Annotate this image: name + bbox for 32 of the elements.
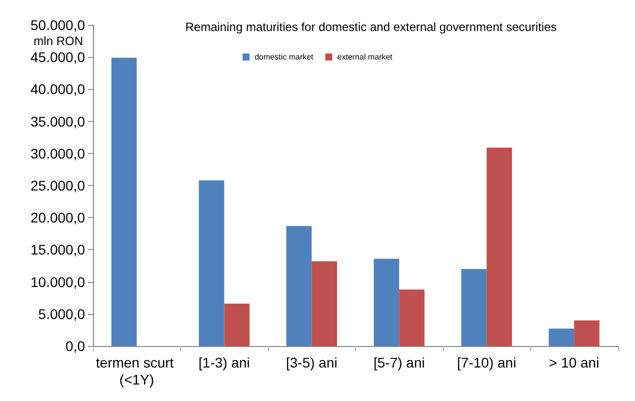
chart-title: Remaining maturities for domestic and external government securities [185,20,557,34]
y-axis-title: mln RON [34,34,83,48]
bar [486,148,512,346]
legend-label: external market [337,52,394,62]
x-tick-label: [7-10) ani [457,354,516,370]
y-tick-label: 0,0 [66,338,86,354]
y-tick-label: 5.000,0 [38,306,86,322]
y-tick-label: 35.000,0 [30,113,86,130]
x-tick-label: [3-5) ani [286,354,338,370]
y-tick-label: 15.000,0 [30,242,86,258]
y-tick-label: 40.000,0 [30,81,86,98]
y-tick-label: 25.000,0 [30,178,86,194]
bar [548,328,574,346]
bar [286,226,312,346]
bar [574,320,600,346]
bar [312,261,338,346]
bar [461,268,487,346]
x-tick-label: termen scurt (<1Y) [96,354,178,388]
y-tick-label: 50.000,0 [30,17,86,33]
bar [399,290,425,346]
y-tick-label: 45.000,0 [30,49,86,66]
x-tick-label: > 10 ani [548,354,600,370]
bar [374,258,400,346]
bar [224,304,250,346]
y-tick-label: 20.000,0 [30,210,86,226]
bar [198,180,224,346]
y-tick-label: 10.000,0 [30,274,86,290]
y-tick-label: 30.000,0 [30,145,86,162]
x-tick-label: [1-3) ani [198,354,250,370]
bar [111,58,137,346]
legend-label: domestic market [254,52,314,62]
x-tick-label: [5-7) ani [373,354,425,370]
